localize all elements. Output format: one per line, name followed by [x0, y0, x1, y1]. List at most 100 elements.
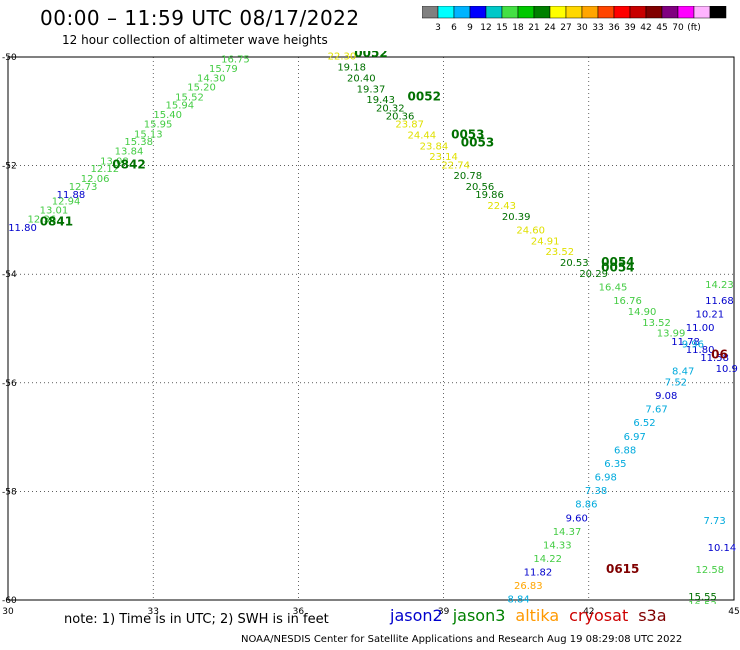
pass-time-label: 0841 [40, 214, 73, 228]
wave-height-value: 13.52 [642, 318, 671, 329]
colorbar-swatch [709, 6, 727, 19]
y-tick-label: -50 [2, 53, 17, 63]
wave-height-value: 12.58 [695, 565, 724, 576]
colorbar-label: 6 [451, 23, 457, 33]
map-frame [7, 56, 735, 601]
wave-height-value: 26.83 [514, 581, 543, 592]
wave-height-value: 15.13 [134, 129, 163, 140]
legend-item-cryosat: cryosat [569, 606, 629, 625]
wave-height-value: 19.86 [475, 190, 504, 201]
wave-height-value: 14.90 [628, 307, 657, 318]
wave-height-value: 11.58 [700, 353, 729, 364]
wave-height-value: 6.97 [624, 432, 646, 443]
legend-item-altika: altika [515, 606, 560, 625]
pass-time-label: 0842 [112, 157, 145, 171]
colorbar-label: 42 [640, 23, 651, 33]
wave-height-value: 20.40 [347, 73, 376, 84]
wave-height-value: 14.30 [197, 73, 226, 84]
y-tick-label: -56 [2, 379, 17, 389]
wave-height-value: 7.73 [704, 516, 726, 527]
pass-time-label: 0052 [354, 46, 387, 60]
wave-height-value: 15.79 [209, 64, 238, 75]
wave-height-value: 13.01 [40, 205, 69, 216]
wave-height-value: 9.96 [682, 340, 704, 351]
x-tick-label: 36 [293, 607, 305, 617]
colorbar-label: 27 [560, 23, 571, 33]
colorbar-label: 39 [624, 23, 636, 33]
wave-height-value: 11.88 [57, 190, 86, 201]
pass-time-label: 0054 [601, 260, 634, 274]
wave-height-value: 19.18 [337, 63, 366, 74]
wave-height-value: 14.22 [533, 554, 562, 565]
wave-height-value: 8.86 [575, 500, 597, 511]
wave-height-value: 12.06 [81, 174, 110, 185]
colorbar-label: 33 [592, 23, 603, 33]
x-tick-label: 42 [583, 607, 594, 617]
colorbar-label: 18 [512, 23, 524, 33]
wave-height-value: 13.08 [100, 157, 129, 168]
wave-height-value: 9.08 [655, 391, 677, 402]
wave-height-value: 15.40 [153, 110, 182, 121]
x-tick-label: 39 [438, 607, 450, 617]
wave-height-value: 11.68 [705, 296, 734, 307]
wave-height-value: 20.29 [579, 269, 608, 280]
wave-height-value: 23.84 [420, 141, 449, 152]
pass-time-label: 0052 [408, 89, 441, 103]
wave-height-value: 22.43 [487, 201, 516, 212]
wave-height-value: 6.98 [595, 473, 617, 484]
wave-height-value: 16.75 [221, 54, 250, 65]
x-tick-label: 33 [147, 607, 158, 617]
wave-height-value: 24.44 [407, 130, 436, 141]
wave-height-value: 19.43 [366, 95, 395, 106]
wave-height-value: 16.52 [688, 600, 717, 611]
footer-credit: NOAA/NESDIS Center for Satellite Applica… [241, 634, 683, 645]
wave-height-value: 22.74 [441, 160, 470, 171]
wave-height-value: 20.53 [560, 258, 589, 269]
wave-height-value: 11.80 [8, 223, 37, 234]
wave-height-value: 10.21 [695, 310, 724, 321]
colorbar-label: 70 [672, 23, 684, 33]
colorbar-label: (ft) [687, 23, 701, 33]
wave-height-value: 16.76 [613, 296, 642, 307]
colorbar-label: 12 [480, 23, 491, 33]
y-tick-label: -54 [2, 270, 17, 280]
wave-height-value: 10.9 [716, 364, 738, 375]
wave-height-value: 15.55 [688, 592, 717, 603]
colorbar-label: 21 [528, 23, 539, 33]
pass-time-label: 0054 [601, 255, 634, 269]
wave-height-value: 12.12 [90, 164, 119, 175]
wave-height-value: 6.88 [614, 445, 636, 456]
colorbar-label: 24 [544, 23, 556, 33]
y-tick-label: -58 [2, 487, 17, 497]
wave-height-value: 23.14 [429, 152, 458, 163]
legend-item-jason3: jason3 [452, 606, 506, 625]
wave-height-value: 15.95 [144, 120, 173, 131]
wave-height-value: 11.80 [686, 345, 715, 356]
wave-height-value: 12.73 [69, 182, 98, 193]
wave-height-value: 20.78 [453, 171, 482, 182]
wave-height-value: 9.60 [566, 513, 588, 524]
colorbar-label: 9 [467, 23, 473, 33]
y-tick-label: -52 [2, 162, 17, 172]
wave-height-value: 7.38 [585, 486, 607, 497]
map-subtitle: 12 hour collection of altimeter wave hei… [62, 33, 328, 47]
wave-height-value: 7.52 [665, 378, 687, 389]
wave-height-value: 23.52 [545, 247, 574, 258]
wave-height-value: 15.94 [165, 101, 194, 112]
x-tick-label: 45 [728, 607, 739, 617]
wave-height-value: 6.35 [604, 459, 626, 470]
wave-height-value: 12.94 [52, 197, 81, 208]
wave-height-value: 19.37 [357, 84, 386, 95]
note-text: note: 1) Time is in UTC; 2) SWH is in fe… [64, 612, 329, 627]
wave-height-value: 12.36 [28, 215, 57, 226]
wave-height-value: 22.30 [328, 52, 357, 63]
pass-time-label: 0615 [606, 562, 639, 576]
wave-height-value: 11.78 [671, 337, 700, 348]
wave-height-value: 7.67 [645, 405, 667, 416]
colorbar-label: 3 [435, 23, 441, 33]
wave-height-value: 13.99 [657, 329, 686, 340]
wave-height-value: 6.52 [633, 418, 655, 429]
wave-height-value: 20.32 [376, 103, 405, 114]
x-tick-label: 30 [2, 607, 14, 617]
